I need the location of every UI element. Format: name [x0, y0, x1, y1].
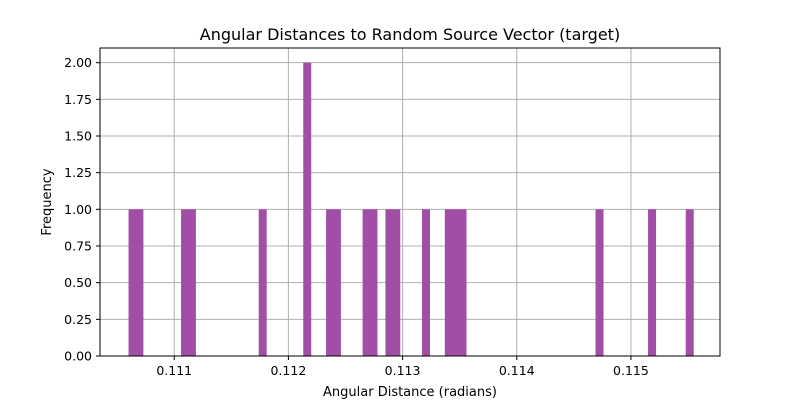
x-axis-label: Angular Distance (radians): [323, 385, 497, 400]
histogram-bar: [385, 209, 401, 356]
plot-frame: [99, 47, 721, 357]
chart-title: Angular Distances to Random Source Vecto…: [200, 25, 620, 44]
y-tick-label: 0.25: [64, 312, 92, 327]
y-axis-ticks: 0.00 0.25 0.50 0.75 1.00 1.25 1.50 1.75 2.00: [64, 55, 100, 364]
y-tick-label: 2.00: [64, 55, 92, 70]
histogram-bars: [128, 62, 694, 357]
y-axis-label: Frequency: [40, 168, 55, 235]
histogram-bar: [595, 209, 604, 356]
x-tick-label: 0.112: [270, 363, 306, 378]
y-tick-label: 1.25: [64, 165, 92, 180]
y-tick-label: 1.00: [64, 202, 92, 217]
histogram-bar: [258, 209, 267, 356]
x-tick-label: 0.114: [499, 363, 535, 378]
x-axis-ticks: 0.111 0.112 0.113 0.114 0.115: [156, 356, 649, 378]
histogram-bar: [421, 209, 430, 356]
y-tick-label: 0.50: [64, 275, 92, 290]
histogram-bar: [362, 209, 378, 356]
x-tick-label: 0.115: [613, 363, 649, 378]
histogram-bar: [128, 209, 144, 356]
histogram-bar: [685, 209, 694, 356]
x-tick-label: 0.113: [385, 363, 421, 378]
x-tick-label: 0.111: [156, 363, 192, 378]
y-tick-label: 0.75: [64, 239, 92, 254]
histogram-bar: [648, 209, 657, 356]
histogram-bar: [326, 209, 341, 356]
y-tick-label: 1.75: [64, 92, 92, 107]
histogram-bar: [444, 209, 467, 356]
histogram-bar: [181, 209, 196, 356]
y-tick-label: 1.50: [64, 129, 92, 144]
y-tick-label: 0.00: [64, 349, 92, 364]
histogram-bar: [303, 62, 312, 357]
